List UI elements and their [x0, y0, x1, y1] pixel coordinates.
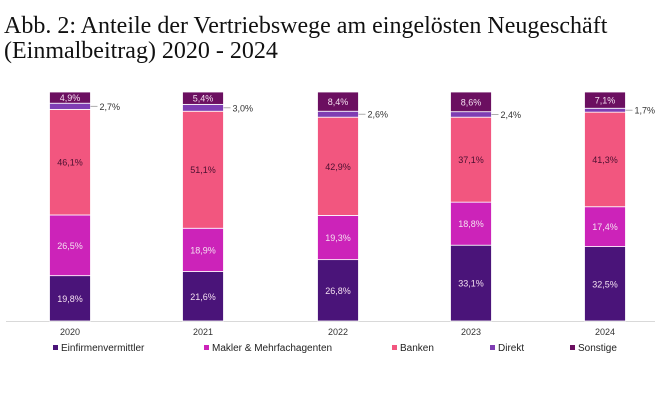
bar-segment-sonstige-2023: [450, 91, 492, 113]
data-label: 37,1%: [458, 155, 484, 165]
bar-segment-direkt-2024: [584, 107, 626, 113]
bar-segment-sonstige-2021: [182, 91, 224, 105]
data-label: 41,3%: [592, 155, 618, 165]
legend-label: Banken: [400, 343, 434, 354]
bar-segment-direkt-2021: [182, 103, 224, 112]
bar-segment-banken-2024: [584, 111, 626, 208]
x-tick-label: 2020: [60, 327, 80, 337]
legend-swatch: [570, 345, 575, 350]
data-label: 7,1%: [595, 96, 616, 106]
x-tick-label: 2023: [461, 327, 481, 337]
data-label: 26,5%: [57, 241, 83, 251]
bar-segment-direkt-2023: [450, 111, 492, 118]
data-label: 42,9%: [325, 162, 351, 172]
bar-segment-sonstige-2020: [49, 91, 91, 104]
bar-segment-makler-mehrfachagenten-2020: [49, 214, 91, 277]
legend-label: Einfirmenvermittler: [61, 343, 145, 354]
bar-segment-sonstige-2024: [584, 91, 626, 109]
x-tick-label: 2024: [595, 327, 615, 337]
legend-swatch: [392, 345, 397, 350]
legend-swatch: [490, 345, 495, 350]
bar-segment-einfirmenvermittler-2021: [182, 271, 224, 322]
data-label: 18,8%: [458, 219, 484, 229]
data-label: 3,0%: [233, 103, 254, 113]
data-label: 2,7%: [100, 102, 121, 112]
legend-label: Sonstige: [578, 343, 617, 354]
bar-segment-einfirmenvermittler-2022: [317, 259, 359, 322]
bar-segment-makler-mehrfachagenten-2024: [584, 206, 626, 247]
data-label: 18,9%: [190, 245, 216, 255]
data-label: 19,8%: [57, 294, 83, 304]
data-label: 17,4%: [592, 222, 618, 232]
bar-segment-banken-2022: [317, 116, 359, 216]
bar-segment-einfirmenvermittler-2023: [450, 244, 492, 322]
legend-swatch: [53, 345, 58, 350]
chart-title: Abb. 2: Anteile der Vertriebswege am ein…: [4, 13, 608, 64]
legend-swatch: [204, 345, 209, 350]
bar-segment-einfirmenvermittler-2020: [49, 275, 91, 322]
data-label: 21,6%: [190, 292, 216, 302]
bar-segment-banken-2020: [49, 109, 91, 216]
data-label: 32,5%: [592, 279, 618, 289]
data-label: 19,3%: [325, 233, 351, 243]
bar-segment-makler-mehrfachagenten-2021: [182, 227, 224, 272]
data-label: 4,9%: [60, 93, 81, 103]
data-label: 8,6%: [461, 97, 482, 107]
data-label: 33,1%: [458, 279, 484, 289]
legend-label: Direkt: [498, 343, 524, 354]
bar-segment-banken-2023: [450, 116, 492, 203]
bar-segment-sonstige-2022: [317, 91, 359, 112]
bar-segment-makler-mehrfachagenten-2022: [317, 215, 359, 261]
data-label: 5,4%: [193, 94, 214, 104]
x-tick-label: 2021: [193, 327, 213, 337]
bar-segment-einfirmenvermittler-2024: [584, 246, 626, 322]
bar-segment-direkt-2020: [49, 102, 91, 110]
legend-label: Makler & Mehrfachagenten: [212, 343, 332, 354]
bar-segment-banken-2021: [182, 110, 224, 229]
data-label: 8,4%: [328, 97, 349, 107]
data-label: 2,6%: [368, 110, 389, 120]
x-tick-label: 2022: [328, 327, 348, 337]
data-label: 51,1%: [190, 165, 216, 175]
data-label: 1,7%: [635, 106, 656, 116]
bar-segment-direkt-2022: [317, 110, 359, 118]
data-label: 2,4%: [501, 110, 522, 120]
data-label: 46,1%: [57, 158, 83, 168]
data-label: 26,8%: [325, 286, 351, 296]
